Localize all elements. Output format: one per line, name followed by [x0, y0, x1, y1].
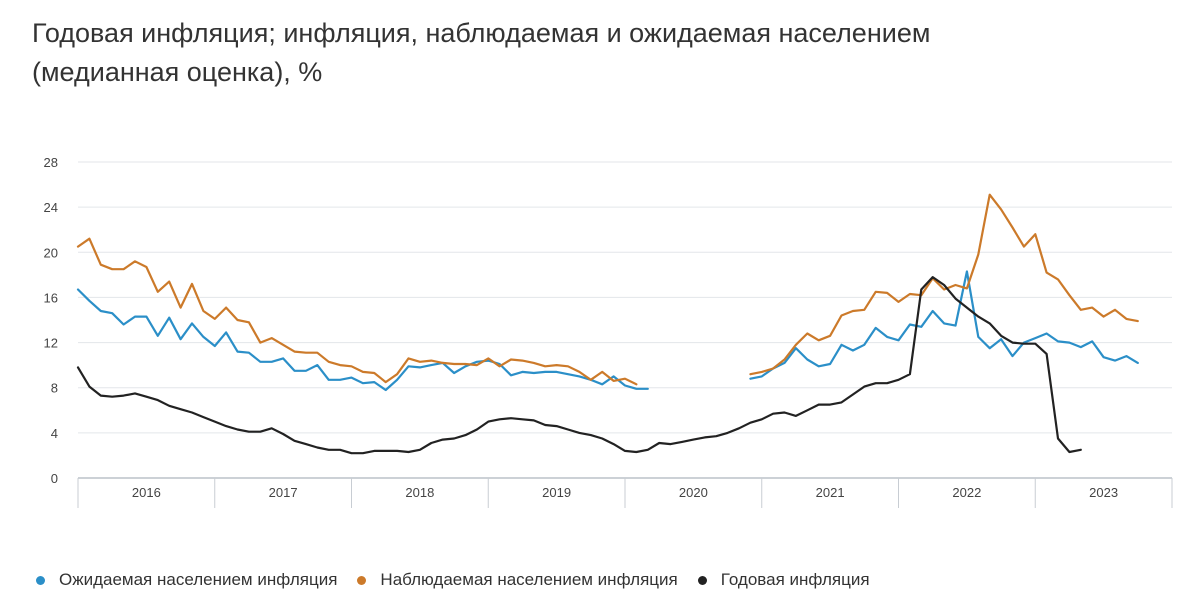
y-tick-label: 12: [44, 336, 58, 351]
y-tick-label: 8: [51, 381, 58, 396]
legend-item-expected[interactable]: Ожидаемая населением инфляция: [36, 570, 337, 590]
x-tick-label: 2023: [1089, 485, 1118, 500]
legend-label: Наблюдаемая населением инфляция: [380, 570, 678, 589]
x-tick-label: 2018: [405, 485, 434, 500]
series-line-0: [76, 270, 1139, 392]
chart-title: Годовая инфляция; инфляция, наблюдаемая …: [32, 14, 1132, 92]
y-tick-label: 28: [44, 155, 58, 170]
legend-dot-icon: [36, 575, 45, 585]
x-tick-label: 2022: [952, 485, 981, 500]
x-tick-label: 2019: [542, 485, 571, 500]
y-tick-label: 16: [44, 290, 58, 305]
legend: Ожидаемая населением инфляция Наблюдаема…: [36, 568, 890, 592]
legend-dot-icon: [357, 575, 367, 585]
legend-item-observed[interactable]: Наблюдаемая населением инфляция: [357, 570, 678, 590]
y-axis: 0 4 8 12 16 20 24 28: [44, 155, 58, 486]
y-tick-label: 20: [44, 245, 58, 260]
y-tick-label: 24: [44, 200, 58, 215]
x-tick-label: 2016: [132, 485, 161, 500]
y-tick-label: 0: [51, 471, 58, 486]
legend-label: Ожидаемая населением инфляция: [59, 570, 338, 589]
grid: [78, 161, 1172, 479]
x-tick-label: 2021: [816, 485, 845, 500]
y-tick-label: 4: [51, 426, 58, 441]
x-axis: 2016 2017 2018 2019 2020 2021 2022 2023: [77, 478, 1173, 508]
series-lines: [76, 193, 1139, 455]
legend-dot-icon: [697, 575, 707, 585]
series-line-2: [76, 276, 1082, 455]
x-tick-label: 2020: [679, 485, 708, 500]
legend-item-annual[interactable]: Годовая инфляция: [697, 570, 870, 590]
chart-title-line1: Годовая инфляция; инфляция, наблюдаемая …: [32, 18, 931, 48]
x-tick-label: 2017: [269, 485, 298, 500]
series-line-1: [76, 193, 1139, 386]
legend-label: Годовая инфляция: [720, 570, 870, 589]
chart-title-line2: (медианная оценка), %: [32, 57, 323, 87]
